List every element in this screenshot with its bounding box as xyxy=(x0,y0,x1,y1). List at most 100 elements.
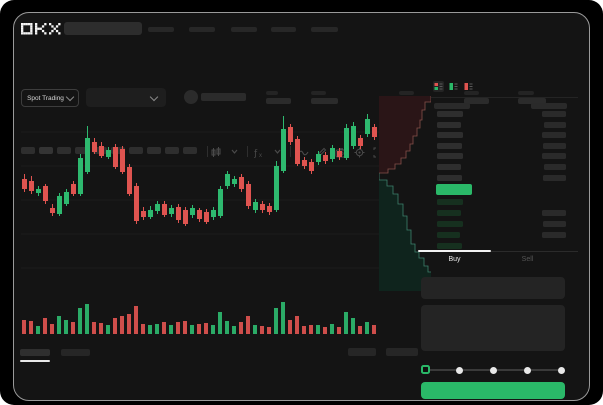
bottom-action-button-1[interactable] xyxy=(386,348,418,356)
market-bar: Spot Trading xyxy=(14,49,589,107)
ask-price-placeholder xyxy=(437,142,462,149)
nav-item-2[interactable] xyxy=(231,27,257,32)
slider-handle[interactable] xyxy=(420,364,430,374)
bid-price-placeholder xyxy=(437,210,461,216)
interval-button-0[interactable] xyxy=(21,147,35,154)
ask-row[interactable] xyxy=(431,153,578,161)
buy-submit-button[interactable] xyxy=(421,382,565,399)
stat-label-1 xyxy=(311,91,326,95)
pair-name-placeholder xyxy=(201,93,246,101)
coin-icon xyxy=(184,90,198,104)
stat-label-2 xyxy=(399,91,414,95)
stat-value-1 xyxy=(311,98,338,104)
ask-amount-placeholder xyxy=(544,164,566,170)
ask-price-placeholder xyxy=(437,164,461,170)
bid-price-placeholder xyxy=(437,221,463,227)
svg-text:ƒ: ƒ xyxy=(254,149,258,158)
chevron-down-icon[interactable] xyxy=(273,147,282,158)
interval-button-7[interactable] xyxy=(147,147,161,154)
market-type-label: Spot Trading xyxy=(27,94,64,102)
ask-price-placeholder xyxy=(437,111,463,117)
interval-button-9[interactable] xyxy=(183,147,197,154)
stat-value-0 xyxy=(266,98,291,104)
topbar xyxy=(14,13,589,49)
interval-button-3[interactable] xyxy=(75,147,89,154)
ask-price-placeholder xyxy=(437,174,462,181)
svg-text:x: x xyxy=(259,153,262,158)
ask-row[interactable] xyxy=(431,111,578,119)
tab-sell[interactable]: Sell xyxy=(521,256,534,263)
search-input[interactable] xyxy=(64,22,142,35)
slider-stop-3[interactable] xyxy=(523,366,531,374)
last-price-bar[interactable] xyxy=(436,184,472,195)
bottom-tab-order-history[interactable] xyxy=(61,349,90,356)
interval-button-1[interactable] xyxy=(39,147,53,154)
toolbar-divider xyxy=(289,146,292,157)
bid-amount-placeholder xyxy=(543,221,566,227)
depth-chart xyxy=(379,96,431,291)
slider-stop-1[interactable] xyxy=(455,366,463,374)
nav-item-3[interactable] xyxy=(271,27,296,32)
chevron-down-icon[interactable] xyxy=(230,147,239,158)
stat-label-3 xyxy=(464,91,479,95)
price-input[interactable] xyxy=(421,277,565,299)
candles-icon[interactable] xyxy=(211,147,223,158)
ask-price-placeholder xyxy=(437,121,461,128)
book-combined-icon[interactable] xyxy=(433,81,444,92)
bottom-section xyxy=(14,343,431,400)
bid-row[interactable] xyxy=(431,210,578,218)
okx-logo xyxy=(21,23,61,35)
ask-row[interactable] xyxy=(431,121,578,130)
nav-item-1[interactable] xyxy=(189,27,215,32)
ask-amount-placeholder xyxy=(542,111,566,117)
ask-amount-placeholder xyxy=(543,142,566,149)
book-bids-icon[interactable] xyxy=(448,81,459,92)
book-asks-icon[interactable] xyxy=(463,81,474,92)
interval-button-2[interactable] xyxy=(57,147,71,154)
bid-row[interactable] xyxy=(431,221,578,229)
bid-price-placeholder xyxy=(437,243,462,249)
ask-row[interactable] xyxy=(431,164,578,172)
slider-stop-4[interactable] xyxy=(557,366,565,374)
bottom-tab-underline xyxy=(20,360,50,362)
toolbar-divider xyxy=(207,146,208,157)
ask-amount-placeholder xyxy=(543,174,566,181)
stat-value-3 xyxy=(464,98,489,104)
slider-stop-2[interactable] xyxy=(489,366,497,374)
nav-item-0[interactable] xyxy=(148,27,174,32)
ask-amount-placeholder xyxy=(542,132,566,139)
pair-selector-dropdown[interactable] xyxy=(86,88,166,107)
ask-price-placeholder xyxy=(437,153,463,160)
bid-row[interactable] xyxy=(431,232,578,240)
bid-row[interactable] xyxy=(431,199,578,207)
ask-row[interactable] xyxy=(431,142,578,151)
orderbook-separator xyxy=(431,97,578,98)
trade-tabs-divider xyxy=(418,251,578,252)
ask-row[interactable] xyxy=(431,132,578,140)
amount-input[interactable] xyxy=(421,305,565,351)
price-chart[interactable] xyxy=(21,96,379,338)
bid-amount-placeholder xyxy=(542,232,566,238)
interval-button-6[interactable] xyxy=(129,147,143,154)
ask-row[interactable] xyxy=(431,174,578,183)
bottom-tab-open-orders[interactable] xyxy=(20,349,50,356)
bottom-action-button-0[interactable] xyxy=(348,348,376,356)
orderbook-panel xyxy=(431,77,578,251)
bid-price-placeholder xyxy=(437,232,460,238)
bid-row[interactable] xyxy=(431,243,578,251)
nav-item-4[interactable] xyxy=(311,27,338,32)
bid-amount-placeholder xyxy=(542,210,566,216)
market-type-dropdown[interactable]: Spot Trading xyxy=(21,89,79,107)
tab-buy[interactable]: Buy xyxy=(448,256,461,263)
ask-amount-placeholder xyxy=(544,121,566,128)
toolbar-divider xyxy=(246,146,249,157)
interval-button-8[interactable] xyxy=(165,147,179,154)
ask-price-placeholder xyxy=(437,132,463,139)
orderbook-header-price xyxy=(434,103,470,109)
orderbook-header-amount xyxy=(531,103,567,109)
bid-price-placeholder xyxy=(437,199,463,205)
settings-icon[interactable] xyxy=(354,147,366,158)
